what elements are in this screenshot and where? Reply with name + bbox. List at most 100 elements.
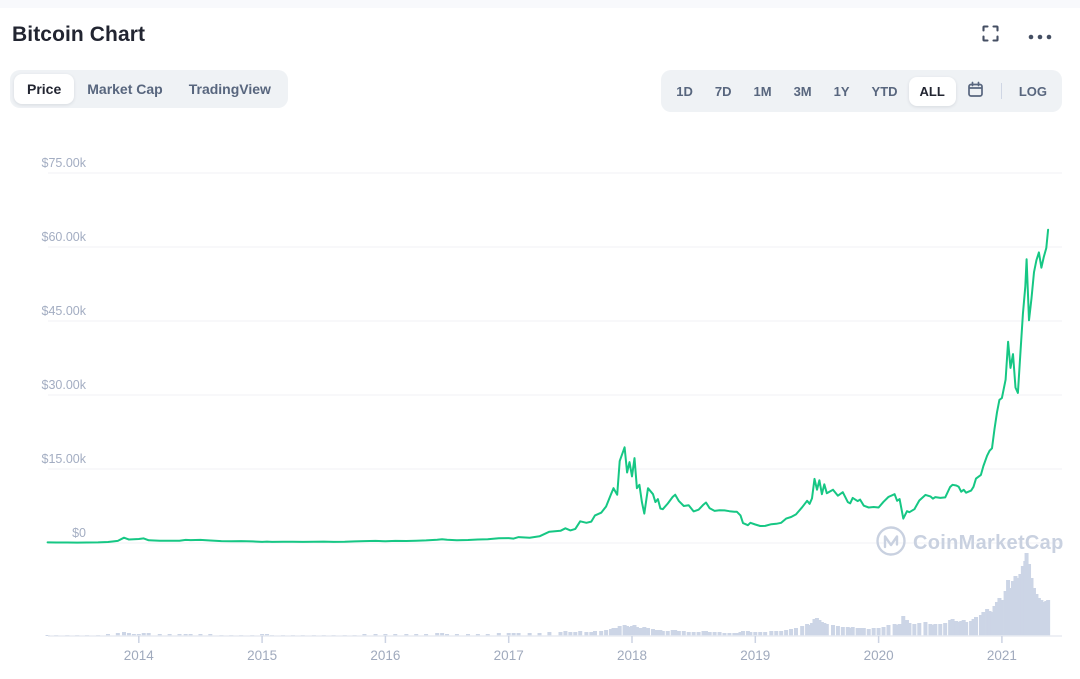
volume-bar: [642, 627, 647, 636]
volume-bar: [727, 633, 732, 636]
tab-price[interactable]: Price: [14, 74, 75, 104]
volume-bar: [424, 634, 429, 636]
volume-bar: [954, 621, 959, 636]
volume-bar: [784, 630, 789, 636]
x-axis-label: 2020: [864, 648, 894, 663]
volume-bar: [774, 631, 779, 636]
log-scale-button[interactable]: LOG: [1008, 77, 1058, 106]
volume-bar: [807, 625, 812, 636]
volume-bar: [830, 625, 835, 636]
volume-bar: [800, 626, 805, 636]
volume-bar: [466, 634, 471, 636]
volume-bar: [855, 628, 860, 636]
volume-bar: [819, 622, 824, 636]
volume-bar: [712, 632, 717, 636]
header-icons: [979, 22, 1054, 48]
volume-bar: [789, 629, 794, 636]
volume-bar: [722, 633, 727, 636]
volume-bar: [981, 612, 986, 636]
volume-bar: [758, 632, 763, 636]
volume-bar: [568, 632, 573, 636]
volume-bar: [65, 635, 70, 636]
x-axis-label: 2017: [494, 648, 524, 663]
volume-bar: [454, 634, 459, 636]
volume-bar: [734, 633, 739, 636]
volume-bar: [871, 628, 876, 636]
logo-m-glyph: [883, 535, 899, 549]
volume-bar: [1039, 600, 1044, 636]
range-button-1d[interactable]: 1D: [665, 77, 704, 106]
volume-bar: [511, 633, 516, 636]
volume-bar: [994, 602, 999, 636]
volume-bar: [850, 627, 855, 636]
volume-bar: [1024, 553, 1029, 636]
volume-bar: [352, 635, 357, 636]
volume-bar: [547, 632, 552, 636]
volume-bar: [311, 635, 316, 636]
coinmarketcap-watermark: CoinMarketCap: [876, 526, 1064, 556]
volume-bar: [54, 635, 59, 636]
volume-bar: [589, 632, 594, 636]
volume-bar: [527, 633, 532, 636]
range-button-1y[interactable]: 1Y: [823, 77, 861, 106]
volume-bar: [373, 634, 378, 636]
range-button-all[interactable]: ALL: [908, 76, 956, 106]
volume-bar: [848, 628, 853, 636]
volume-bar: [1003, 591, 1008, 636]
more-options-button[interactable]: [1026, 26, 1054, 45]
volume-bar: [923, 622, 928, 636]
range-selector: 1D 7D 1M 3M 1Y YTD ALL LOG: [661, 70, 1062, 112]
tab-market-cap[interactable]: Market Cap: [74, 74, 175, 104]
volume-bar: [177, 634, 182, 636]
volume-bar: [331, 635, 336, 636]
volume-bar: [793, 628, 798, 636]
range-button-ytd[interactable]: YTD: [861, 77, 909, 106]
volume-bar: [717, 632, 722, 636]
volume-bar: [703, 631, 708, 636]
volume-bar: [895, 625, 900, 636]
volume-bar: [769, 631, 774, 636]
fullscreen-button[interactable]: [979, 22, 1002, 48]
volume-bar: [126, 633, 131, 636]
range-button-7d[interactable]: 7D: [704, 77, 743, 106]
volume-bar: [992, 606, 997, 636]
volume-bar: [835, 626, 840, 636]
volume-bar: [824, 624, 829, 636]
volume-bar: [745, 631, 750, 636]
volume-bar: [990, 612, 995, 636]
volume-bar: [584, 632, 589, 636]
y-axis-label: $0: [72, 526, 86, 540]
volume-bar: [615, 628, 620, 636]
x-axis-label: 2015: [247, 648, 277, 663]
volume-bar: [971, 619, 976, 636]
volume-bar: [748, 632, 753, 636]
volume-bar: [639, 628, 644, 636]
range-button-3m[interactable]: 3M: [783, 77, 823, 106]
x-axis-label: 2021: [987, 648, 1017, 663]
toolbar-divider: [1000, 83, 1002, 99]
volume-bar: [686, 632, 691, 636]
range-button-1m[interactable]: 1M: [743, 77, 783, 106]
volume-bar: [1031, 588, 1036, 636]
calendar-range-button[interactable]: [956, 74, 995, 108]
volume-bar: [810, 623, 815, 636]
volume-bar: [866, 629, 871, 636]
volume-bar: [1034, 594, 1039, 636]
volume-bar: [269, 635, 274, 636]
volume-bar: [822, 623, 827, 636]
volume-bar: [604, 630, 609, 636]
tab-tradingview[interactable]: TradingView: [176, 74, 284, 104]
volume-bar: [198, 634, 203, 636]
volume-bar: [516, 633, 521, 636]
volume-bar: [362, 634, 367, 636]
watermark-text: CoinMarketCap: [913, 532, 1064, 554]
volume-bar: [506, 633, 511, 636]
volume-bar: [840, 627, 845, 636]
volume-bar: [573, 632, 578, 636]
volume-bar: [738, 632, 743, 636]
volume-bar: [845, 627, 850, 636]
volume-bar: [950, 619, 955, 636]
volume-bar: [622, 625, 627, 636]
volume-bar: [188, 634, 193, 636]
volume-bar: [265, 634, 270, 636]
